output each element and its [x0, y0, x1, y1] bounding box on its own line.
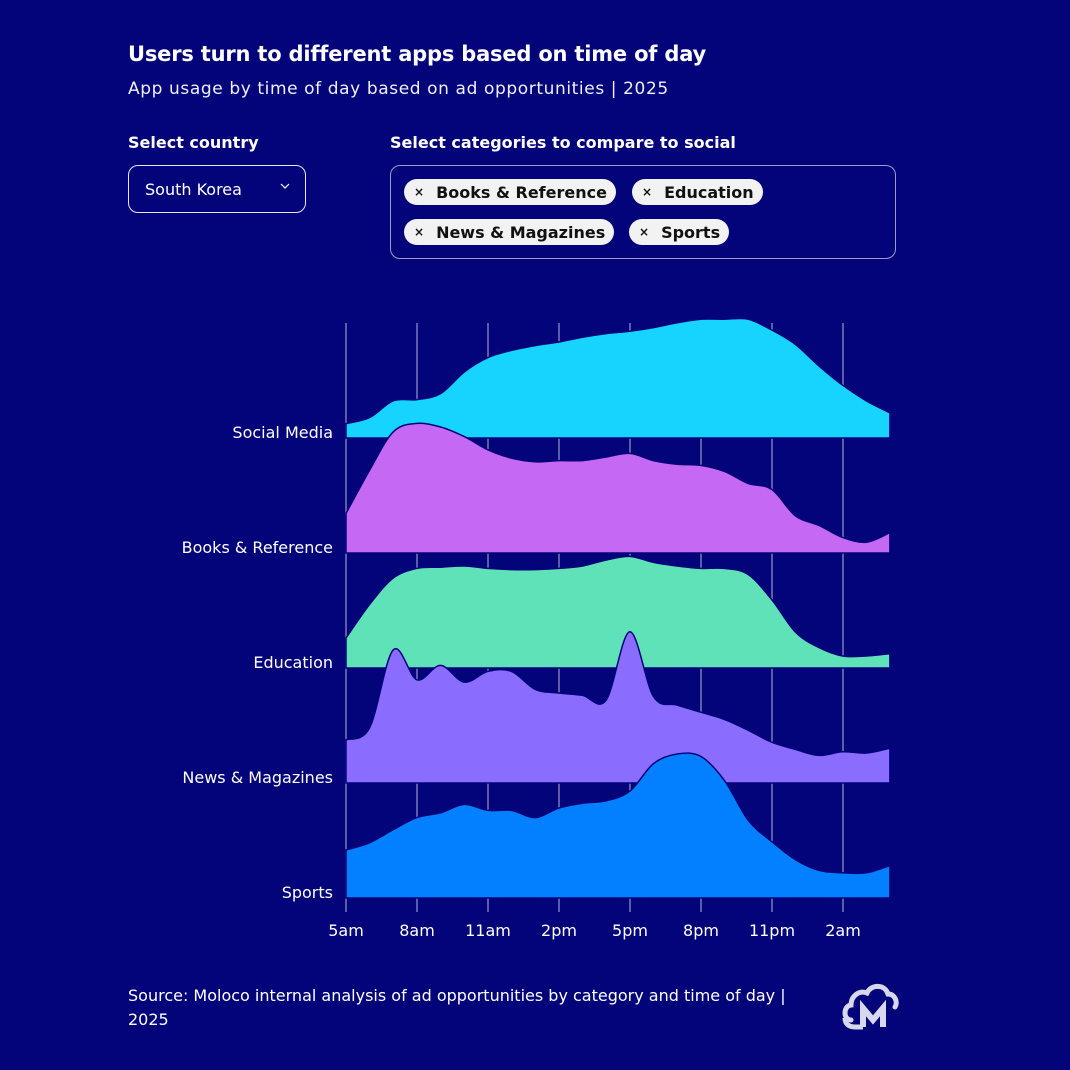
xtick-label: 11am [465, 921, 511, 940]
remove-chip-icon[interactable]: × [639, 225, 650, 239]
chip-books-reference[interactable]: × Books & Reference [404, 179, 616, 205]
chevron-down-icon [280, 183, 290, 189]
chip-label: Books & Reference [436, 182, 607, 202]
xtick-label: 5pm [612, 921, 648, 940]
xtick-label: 2pm [541, 921, 577, 940]
ridge-news-magazines [345, 631, 891, 784]
chip-news-magazines[interactable]: × News & Magazines [404, 219, 615, 245]
ylabel-social-media: Social Media [232, 423, 333, 442]
chip-label: News & Magazines [436, 222, 606, 242]
remove-chip-icon[interactable]: × [414, 185, 425, 199]
chart-subtitle: App usage by time of day based on ad opp… [128, 79, 669, 99]
chip-sports[interactable]: × Sports [629, 219, 730, 245]
ridge-education [345, 555, 891, 669]
xtick-label: 5am [328, 921, 364, 940]
remove-chip-icon[interactable]: × [414, 225, 425, 239]
source-note: Source: Moloco internal analysis of ad o… [128, 986, 786, 1029]
ridge-books-reference [345, 422, 891, 554]
chip-label: Education [664, 182, 754, 202]
xtick-label: 11pm [748, 921, 796, 940]
country-label: Select country [128, 133, 259, 152]
ylabel-sports: Sports [281, 883, 333, 902]
country-select[interactable]: South Korea [128, 165, 306, 213]
xtick-label: 8pm [683, 921, 719, 940]
ylabel-news-magazines: News & Magazines [182, 768, 333, 787]
xtick-label: 8am [399, 921, 435, 940]
chart-title: Users turn to different apps based on ti… [128, 42, 707, 66]
ridge-sports [345, 752, 891, 899]
ylabel-books-reference: Books & Reference [181, 538, 333, 557]
categories-label: Select categories to compare to social [390, 133, 736, 152]
ridge-social-media [345, 317, 891, 439]
category-multiselect[interactable]: × Books & Reference × Education × News &… [390, 165, 896, 259]
ylabel-education: Education [253, 653, 333, 672]
moloco-logo-icon [842, 983, 899, 1030]
country-value: South Korea [145, 179, 242, 199]
xtick-label: 2am [825, 921, 861, 940]
chip-label: Sports [661, 222, 721, 242]
chip-education[interactable]: × Education [632, 179, 763, 205]
remove-chip-icon[interactable]: × [642, 185, 653, 199]
